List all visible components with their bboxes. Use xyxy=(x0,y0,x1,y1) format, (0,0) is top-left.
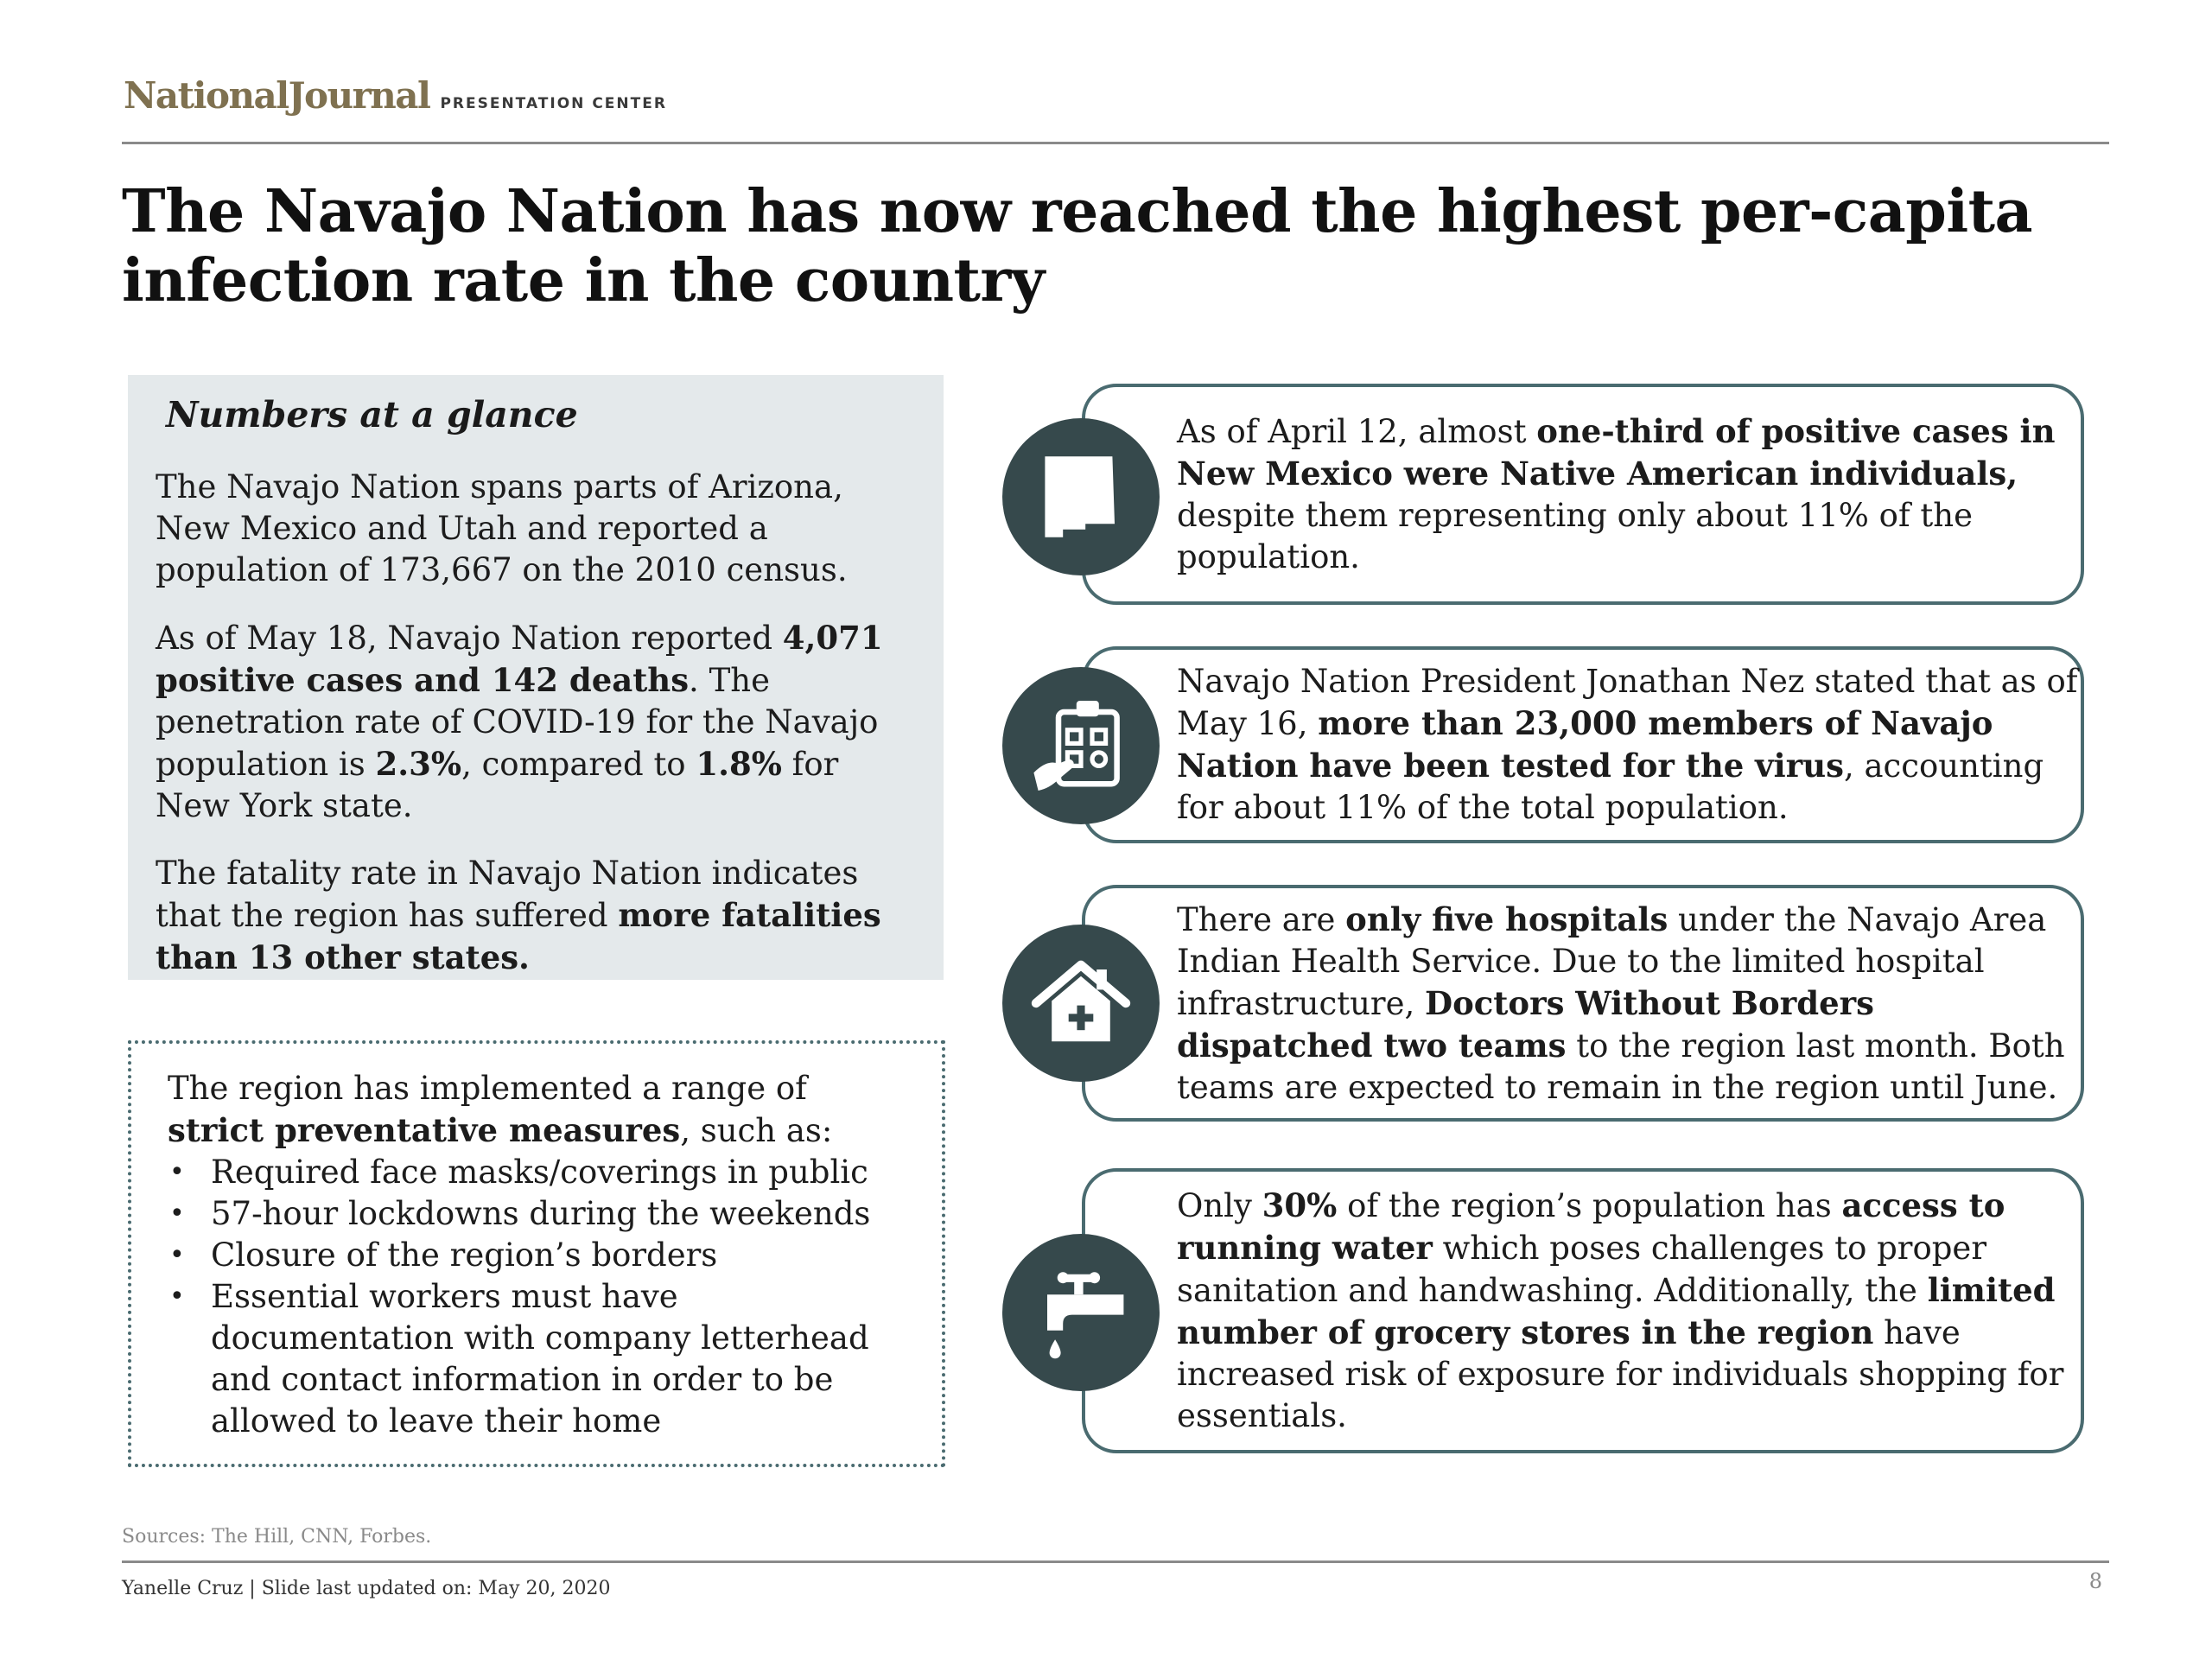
text-run: . The penetration rate of COVID-19 for t… xyxy=(156,662,879,783)
text-run: , compared to xyxy=(461,746,696,783)
preventative-measures-box: The region has implemented a range of st… xyxy=(128,1040,945,1467)
text-run: to the region last month. Both teams are… xyxy=(1177,1027,2065,1106)
text-run: have increased risk of exposure for indi… xyxy=(1177,1314,2064,1434)
measures-intro: The region has implemented a range of st… xyxy=(168,1068,907,1152)
footer-divider xyxy=(122,1560,2109,1563)
list-item: Essential workers must have documentatio… xyxy=(168,1276,907,1442)
text-run: As of April 12, almost xyxy=(1177,413,1537,450)
sources-note: Sources: The Hill, CNN, Forbes. xyxy=(122,1526,432,1548)
page-number: 8 xyxy=(2088,1569,2102,1593)
bold-run: one-third of positive cases in New Mexic… xyxy=(1177,412,2056,493)
text-run: , accounting for about 11% of the total … xyxy=(1177,747,2044,826)
glance-paragraph-fatality: The fatality rate in Navajo Nation indic… xyxy=(156,853,914,979)
bold-run: limited number of grocery stores in the … xyxy=(1177,1271,2056,1351)
measures-list: Required face masks/coverings in public … xyxy=(168,1152,907,1442)
text-run: The region has implemented a range of xyxy=(168,1070,807,1107)
author-line: Yanelle Cruz | Slide last updated on: Ma… xyxy=(122,1578,611,1599)
text-run: of the region’s population has xyxy=(1337,1187,1842,1224)
card-testing: Navajo Nation President Jonathan Nez sta… xyxy=(1082,646,2084,843)
card-text: As of April 12, almost one-third of posi… xyxy=(1177,410,2081,578)
bold-run: 4,071 positive cases and 142 deaths xyxy=(156,619,883,699)
card-text: Navajo Nation President Jonathan Nez sta… xyxy=(1177,661,2081,829)
bold-run: access to running water xyxy=(1177,1186,2005,1267)
hospital-house-icon xyxy=(1002,925,1160,1082)
list-item: Required face masks/coverings in public xyxy=(168,1152,907,1193)
text-run: The fatality rate in Navajo Nation indic… xyxy=(156,855,859,934)
bold-run: Doctors Without Borders dispatched two t… xyxy=(1177,983,1874,1065)
text-run: Only xyxy=(1177,1187,1262,1224)
card-hospitals: There are only five hospitals under the … xyxy=(1082,885,2084,1122)
text-run: for New York state. xyxy=(156,746,839,824)
bold-run: 30% xyxy=(1262,1186,1338,1224)
bold-run: 2.3% xyxy=(375,745,462,783)
bold-run: more fatalities than 13 other states. xyxy=(156,896,881,976)
text-run: There are xyxy=(1177,900,1346,938)
card-text: There are only five hospitals under the … xyxy=(1177,899,2081,1109)
text-run: under the Navajo Area Indian Health Serv… xyxy=(1177,900,2047,1022)
card-water-access: Only 30% of the region’s population has … xyxy=(1082,1168,2084,1453)
list-item: Closure of the region’s borders xyxy=(168,1235,907,1276)
clipboard-test-icon xyxy=(1002,667,1160,824)
card-text: Only 30% of the region’s population has … xyxy=(1177,1185,2081,1437)
brand-logo: NationalJournal xyxy=(124,74,431,117)
text-run: which poses challenges to proper sanitat… xyxy=(1177,1230,1987,1309)
text-run: As of May 18, Navajo Nation reported xyxy=(156,620,783,657)
numbers-at-a-glance-panel: Numbers at a glance The Navajo Nation sp… xyxy=(128,375,944,980)
list-item: 57-hour lockdowns during the weekends xyxy=(168,1193,907,1235)
glance-paragraph-population: The Navajo Nation spans parts of Arizona… xyxy=(156,468,848,588)
bold-run: 1.8% xyxy=(696,745,782,783)
brand-subtitle: PRESENTATION CENTER xyxy=(440,95,667,112)
water-faucet-icon xyxy=(1002,1234,1160,1391)
glance-heading: Numbers at a glance xyxy=(166,394,578,435)
text-run: , such as: xyxy=(680,1112,833,1149)
header-divider xyxy=(122,142,2109,144)
text-run: despite them representing only about 11%… xyxy=(1177,497,1974,575)
text-run: Navajo Nation President Jonathan Nez sta… xyxy=(1177,663,2078,742)
new-mexico-map-icon xyxy=(1002,418,1160,575)
brand-logo-group: NationalJournal PRESENTATION CENTER xyxy=(124,74,667,117)
bold-run: more than 23,000 members of Navajo Natio… xyxy=(1177,704,1993,785)
card-new-mexico-cases: As of April 12, almost one-third of posi… xyxy=(1082,384,2084,605)
bold-run: only five hospitals xyxy=(1345,899,1669,938)
slide-title: The Navajo Nation has now reached the hi… xyxy=(122,177,2033,315)
bold-run: strict preventative measures xyxy=(168,1111,681,1149)
glance-paragraph-cases: As of May 18, Navajo Nation reported 4,0… xyxy=(156,617,914,827)
